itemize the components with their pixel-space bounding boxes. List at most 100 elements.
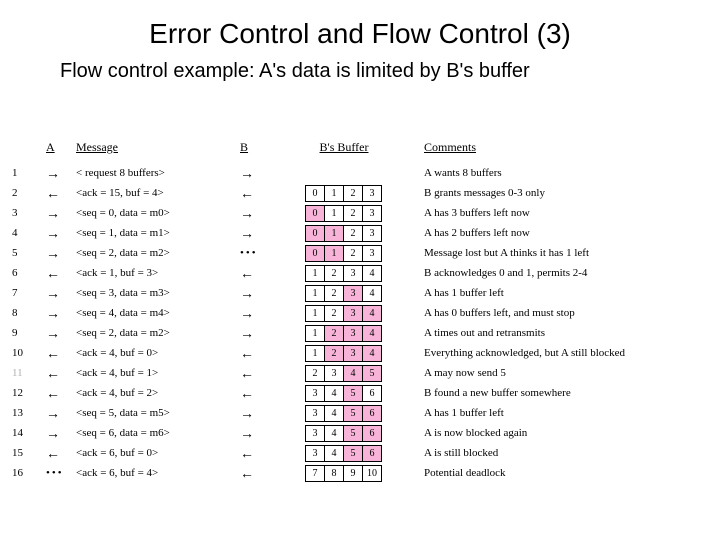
buffer-slot: 1: [324, 185, 344, 202]
table-row: 2←<ack = 15, buf = 4>←0123B grants messa…: [12, 183, 708, 203]
comment-cell: A has 3 buffers left now: [418, 207, 708, 219]
table-row: 13→<seq = 5, data = m5>→3456A has 1 buff…: [12, 403, 708, 423]
buffer-slot: 3: [343, 285, 363, 302]
row-number: 5: [12, 247, 46, 259]
table-row: 8→<seq = 4, data = m4>→1234A has 0 buffe…: [12, 303, 708, 323]
buffer-slot: 10: [362, 465, 382, 482]
arrow-b-icon: ←: [240, 386, 270, 401]
arrow-b-icon: ←: [240, 186, 270, 201]
row-number: 8: [12, 307, 46, 319]
buffer-slot: 4: [324, 405, 344, 422]
buffer-slot: 4: [362, 265, 382, 282]
buffer-slot: 3: [305, 405, 325, 422]
buffer-slot: 5: [343, 425, 363, 442]
message-cell: <seq = 0, data = m0>: [76, 207, 240, 219]
table-row: 6←<ack = 1, buf = 3>←1234B acknowledges …: [12, 263, 708, 283]
comment-cell: A wants 8 buffers: [418, 167, 708, 179]
table-row: 12←<ack = 4, buf = 2>←3456B found a new …: [12, 383, 708, 403]
arrow-a-icon: ←: [46, 446, 76, 461]
row-number: 6: [12, 267, 46, 279]
buffer-slot: 1: [305, 285, 325, 302]
table-header-row: A Message B B's Buffer Comments: [12, 140, 708, 163]
buffer-slot: 4: [343, 365, 363, 382]
buffer-slot: 3: [343, 345, 363, 362]
buffer-slot: 2: [343, 245, 363, 262]
arrow-a-icon: →: [46, 326, 76, 341]
buffer-slot: 2: [343, 205, 363, 222]
buffer-slot: 2: [305, 365, 325, 382]
comment-cell: B found a new buffer somewhere: [418, 387, 708, 399]
header-a: A: [46, 140, 76, 155]
buffer-slot: 6: [362, 445, 382, 462]
buffer-cell: 1234: [270, 325, 418, 342]
arrow-a-icon: ←: [46, 386, 76, 401]
message-cell: <seq = 2, data = m2>: [76, 247, 240, 259]
row-number: 16: [12, 467, 46, 479]
row-number: 9: [12, 327, 46, 339]
buffer-slot: 2: [324, 265, 344, 282]
arrow-b-icon: →: [240, 286, 270, 301]
message-cell: <ack = 1, buf = 3>: [76, 267, 240, 279]
comment-cell: A is still blocked: [418, 447, 708, 459]
rows-container: 1→< request 8 buffers>→A wants 8 buffers…: [12, 163, 708, 483]
buffer-cell: 1234: [270, 265, 418, 282]
buffer-slot: 0: [305, 225, 325, 242]
buffer-slot: 3: [343, 305, 363, 322]
arrow-a-icon: •••: [46, 467, 76, 479]
comment-cell: A has 1 buffer left: [418, 287, 708, 299]
buffer-slot: 3: [343, 265, 363, 282]
row-number: 13: [12, 407, 46, 419]
buffer-cell: 1234: [270, 285, 418, 302]
comment-cell: Message lost but A thinks it has 1 left: [418, 247, 708, 259]
arrow-a-icon: →: [46, 226, 76, 241]
slide-subtitle: Flow control example: A's data is limite…: [0, 60, 720, 89]
table-row: 5→<seq = 2, data = m2>•••0123Message los…: [12, 243, 708, 263]
table-row: 4→<seq = 1, data = m1>→0123A has 2 buffe…: [12, 223, 708, 243]
comment-cell: Potential deadlock: [418, 467, 708, 479]
buffer-slot: 4: [362, 305, 382, 322]
buffer-slot: 8: [324, 465, 344, 482]
buffer-slot: 1: [305, 345, 325, 362]
buffer-slot: 2: [324, 345, 344, 362]
message-cell: <ack = 4, buf = 1>: [76, 367, 240, 379]
buffer-slot: 6: [362, 425, 382, 442]
buffer-slot: 1: [324, 245, 344, 262]
buffer-slot: 5: [343, 385, 363, 402]
buffer-slot: 5: [343, 445, 363, 462]
buffer-slot: 2: [343, 225, 363, 242]
row-number: 7: [12, 287, 46, 299]
arrow-b-icon: •••: [240, 247, 270, 259]
buffer-slot: 4: [362, 285, 382, 302]
header-b: B: [240, 140, 270, 155]
arrow-a-icon: →: [46, 246, 76, 261]
buffer-cell: 0123: [270, 245, 418, 262]
buffer-cell: 3456: [270, 445, 418, 462]
buffer-slot: 9: [343, 465, 363, 482]
buffer-slot: 2: [324, 325, 344, 342]
buffer-slot: 6: [362, 405, 382, 422]
arrow-b-icon: ←: [240, 346, 270, 361]
buffer-slot: 4: [324, 425, 344, 442]
buffer-cell: 1234: [270, 345, 418, 362]
table-row: 9→<seq = 2, data = m2>→1234A times out a…: [12, 323, 708, 343]
message-cell: <seq = 2, data = m2>: [76, 327, 240, 339]
arrow-b-icon: →: [240, 226, 270, 241]
row-number: 10: [12, 347, 46, 359]
buffer-slot: 3: [362, 245, 382, 262]
comment-cell: A times out and retransmits: [418, 327, 708, 339]
table-row: 16•••<ack = 6, buf = 4>←78910Potential d…: [12, 463, 708, 483]
header-message: Message: [76, 140, 240, 155]
header-comments: Comments: [418, 140, 708, 155]
arrow-a-icon: ←: [46, 346, 76, 361]
flow-table: A Message B B's Buffer Comments 1→< requ…: [12, 140, 708, 483]
buffer-slot: 3: [324, 365, 344, 382]
buffer-slot: 4: [362, 345, 382, 362]
message-cell: <seq = 6, data = m6>: [76, 427, 240, 439]
comment-cell: Everything acknowledged, but A still blo…: [418, 347, 708, 359]
buffer-cell: 0123: [270, 225, 418, 242]
row-number: 1: [12, 167, 46, 179]
buffer-slot: 3: [305, 425, 325, 442]
buffer-cell: 3456: [270, 385, 418, 402]
row-number: 12: [12, 387, 46, 399]
arrow-b-icon: ←: [240, 446, 270, 461]
